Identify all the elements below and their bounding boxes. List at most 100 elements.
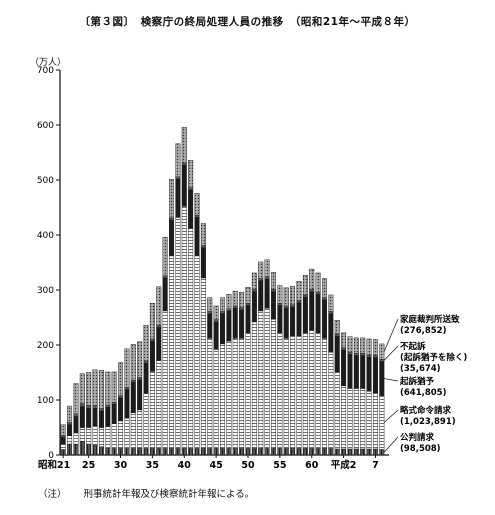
bar-segment: [207, 448, 213, 456]
bar-segment: [118, 397, 124, 422]
bar-segment: [73, 383, 79, 414]
bar-segment: [156, 286, 162, 326]
bar-segment: [239, 307, 245, 311]
x-tick-label: 7: [372, 460, 379, 471]
bar-segment: [156, 327, 162, 361]
bar-segment: [124, 387, 130, 390]
y-tick-label: 0: [48, 451, 54, 461]
bar-segment: [188, 228, 194, 449]
bar-segment: [328, 448, 334, 456]
bar-segment: [200, 223, 206, 246]
bar-segment: [181, 206, 187, 449]
bar-segment: [290, 304, 296, 308]
bar-segment: [67, 435, 73, 445]
bar-segment: [353, 448, 359, 456]
figure-period: （昭和21年～平成８年）: [289, 16, 416, 28]
bar-segment: [315, 272, 321, 293]
bar-segment: [315, 332, 321, 449]
bar-segment: [360, 388, 366, 450]
bar-segment: [169, 255, 175, 449]
x-tick-label: 55: [273, 460, 286, 471]
bar-segment: [232, 290, 238, 307]
bar-segment: [188, 159, 194, 188]
bar-segment: [283, 287, 289, 307]
bar-segment: [309, 329, 315, 449]
bar-segment: [321, 297, 327, 301]
bar-segment: [264, 448, 270, 456]
bar-segment: [372, 448, 378, 456]
bar-segment: [118, 395, 124, 399]
bar-segment: [296, 300, 302, 303]
bar-segment: [162, 310, 168, 449]
bar-segment: [169, 448, 175, 456]
bar-segment: [309, 291, 315, 331]
x-tick-label: 昭和21: [38, 459, 70, 471]
bar-segment: [143, 325, 149, 362]
bar-segment: [156, 448, 162, 456]
legend-label: 不起訴: [400, 341, 426, 352]
bar-segment: [372, 339, 378, 356]
bar-segment: [290, 335, 296, 449]
bar-segment: [175, 176, 181, 180]
bar-segment: [296, 448, 302, 456]
bar-segment: [321, 278, 327, 298]
bar-segment: [232, 448, 238, 456]
bar-segment: [315, 294, 321, 334]
bar-segment: [149, 448, 155, 456]
bar-segment: [143, 448, 149, 456]
bar-segment: [277, 332, 283, 449]
bar-segment: [92, 369, 98, 406]
bar-segment: [118, 448, 124, 456]
bar-segment: [67, 405, 73, 423]
bar-segment: [200, 277, 206, 449]
footnote: （注） 刑事統計年報及び検察統計年報による。: [38, 486, 268, 500]
bar-segment: [98, 446, 104, 456]
bar-segment: [328, 351, 334, 449]
y-tick-label: 600: [37, 121, 54, 131]
bar-segment: [366, 356, 372, 392]
bar-segment: [60, 435, 66, 438]
bar-segment: [334, 320, 340, 335]
footnote-text: 刑事統計年報及び検察統計年報による。: [83, 489, 255, 500]
x-tick-label: 35: [146, 460, 159, 471]
bar-segment: [353, 337, 359, 354]
bar-segment: [149, 338, 155, 342]
bar-segment: [137, 379, 143, 411]
legend-sublabel: (起訴猶予を除く): [400, 352, 467, 363]
bar-segment: [175, 143, 181, 177]
bar-segment: [366, 354, 372, 358]
bar-segment: [251, 272, 257, 290]
bar-segment: [270, 318, 276, 449]
bar-segment: [321, 338, 327, 449]
x-tick-label: 45: [210, 460, 223, 471]
legend-leader-line: [384, 378, 399, 382]
bar-segment: [321, 299, 327, 339]
bar-segment: [366, 391, 372, 450]
bar-segment: [111, 402, 117, 405]
bar-segment: [143, 393, 149, 449]
y-axis-unit: （万人）: [30, 58, 67, 68]
bar-segment: [309, 268, 315, 290]
legend-label: 家庭裁判所送致: [400, 314, 460, 325]
bar-segment: [130, 412, 136, 449]
bar-segment: [334, 333, 340, 337]
bar-segment: [194, 448, 200, 456]
bar-segment: [245, 287, 251, 304]
bar-segment: [251, 291, 257, 323]
x-tick-label: 60: [305, 460, 319, 471]
bar-segment: [124, 448, 130, 456]
bar-segment: [360, 355, 366, 389]
bar-segment: [67, 443, 73, 456]
bar-segment: [188, 187, 194, 191]
bar-segment: [290, 285, 296, 306]
bar-segment: [251, 448, 257, 456]
bar-segment: [220, 313, 226, 345]
bar-segment: [334, 448, 340, 456]
bar-segment: [353, 353, 359, 356]
legend-label: 公判請求: [400, 432, 435, 443]
legend-label: 略式命令請求: [400, 405, 452, 416]
legend-value: (1,023,891): [400, 417, 456, 427]
bar-segment: [137, 448, 143, 456]
bar-segment: [60, 437, 66, 445]
bar-segment: [360, 337, 366, 354]
